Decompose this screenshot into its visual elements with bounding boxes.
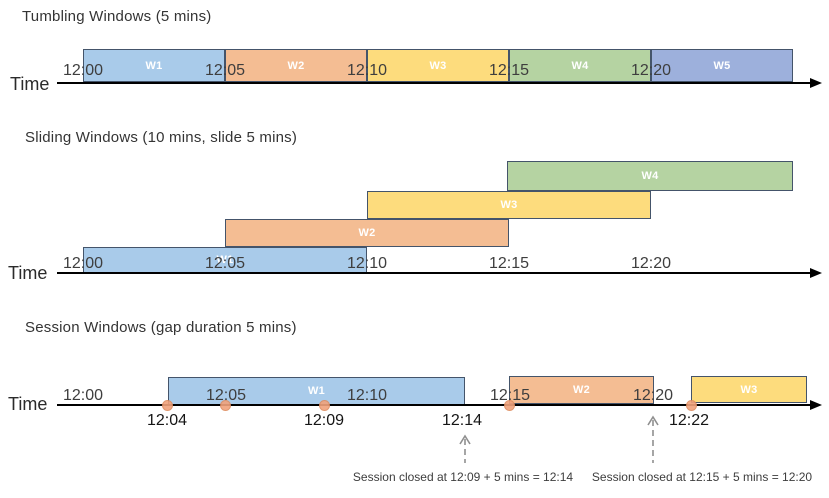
event-dot-1204	[162, 400, 173, 411]
tumbling-tick-1200: 12:00	[62, 62, 104, 79]
window-label: W1	[307, 385, 326, 397]
session-window-w3: W3	[691, 376, 807, 403]
sliding-time-axis	[57, 268, 822, 278]
sliding-tick-1210: 12:10	[346, 255, 388, 272]
event-label-1209: 12:09	[303, 412, 345, 429]
sliding-window-w2: W2	[225, 219, 509, 247]
dashed-up-arrow-icon	[459, 434, 471, 463]
window-label: W4	[571, 59, 589, 72]
axis-arrow-icon	[810, 78, 822, 88]
session-tick-1200: 12:00	[62, 387, 104, 404]
window-label: W2	[287, 59, 305, 72]
event-dot-1205	[220, 400, 231, 411]
axis-arrow-icon	[810, 400, 822, 410]
dashed-up-arrow-icon	[647, 415, 659, 463]
tumbling-window-w1: W1	[83, 49, 225, 82]
event-dot-1209	[319, 400, 330, 411]
tumbling-time-axis	[57, 78, 822, 88]
window-label: W5	[713, 59, 731, 72]
window-label: W2	[358, 227, 376, 239]
session-closed-annotation-1: Session closed at 12:09 + 5 mins = 12:14	[352, 470, 574, 484]
sliding-tick-1200: 12:00	[62, 255, 104, 272]
sliding-tick-1215: 12:15	[488, 255, 530, 272]
window-label: W3	[500, 199, 518, 211]
sliding-window-w4: W4	[507, 161, 793, 191]
session-window-w2: W2	[509, 376, 654, 404]
window-label: W1	[216, 254, 234, 266]
sliding-tick-1220: 12:20	[630, 255, 672, 272]
tumbling-window-w4: W4	[509, 49, 651, 82]
event-dot-1222	[686, 400, 697, 411]
window-label: W3	[740, 383, 758, 396]
window-label: W1	[145, 59, 163, 72]
sliding-tick-1205: 12:05	[204, 255, 246, 272]
session-window-w1: W1	[168, 377, 465, 405]
tumbling-tick-1220: 12:20	[630, 62, 672, 79]
event-label-1222: 12:22	[668, 412, 710, 429]
session-tick-1215: 12:15	[489, 387, 531, 404]
session-time-axis	[57, 400, 822, 410]
tumbling-window-w3: W3	[367, 49, 509, 82]
session-tick-1220: 12:20	[632, 387, 674, 404]
tumbling-tick-1205: 12:05	[204, 62, 246, 79]
tumbling-time-axis-label: Time	[10, 74, 50, 94]
sliding-window-w3: W3	[367, 191, 651, 219]
tumbling-tick-1210: 12:10	[346, 62, 388, 79]
window-label: W2	[572, 384, 591, 396]
window-label: W4	[641, 170, 659, 182]
axis-arrow-icon	[810, 268, 822, 278]
sliding-time-axis-label: Time	[8, 263, 48, 283]
tumbling-window-w2: W2	[225, 49, 367, 82]
tumbling-tick-1215: 12:15	[488, 62, 530, 79]
session-closed-annotation-2: Session closed at 12:15 + 5 mins = 12:20	[591, 470, 813, 484]
session-tick-1205: 12:05	[205, 387, 247, 404]
tumbling-title: Tumbling Windows (5 mins)	[22, 8, 212, 25]
session-title: Session Windows (gap duration 5 mins)	[25, 319, 297, 336]
event-label-1214: 12:14	[441, 412, 483, 429]
sliding-title: Sliding Windows (10 mins, slide 5 mins)	[25, 129, 298, 146]
session-tick-1210: 12:10	[346, 387, 388, 404]
event-label-1204: 12:04	[146, 412, 188, 429]
event-dot-1215	[504, 400, 515, 411]
window-label: W3	[429, 59, 447, 72]
session-time-axis-label: Time	[8, 394, 48, 414]
tumbling-window-w5: W5	[651, 49, 793, 82]
